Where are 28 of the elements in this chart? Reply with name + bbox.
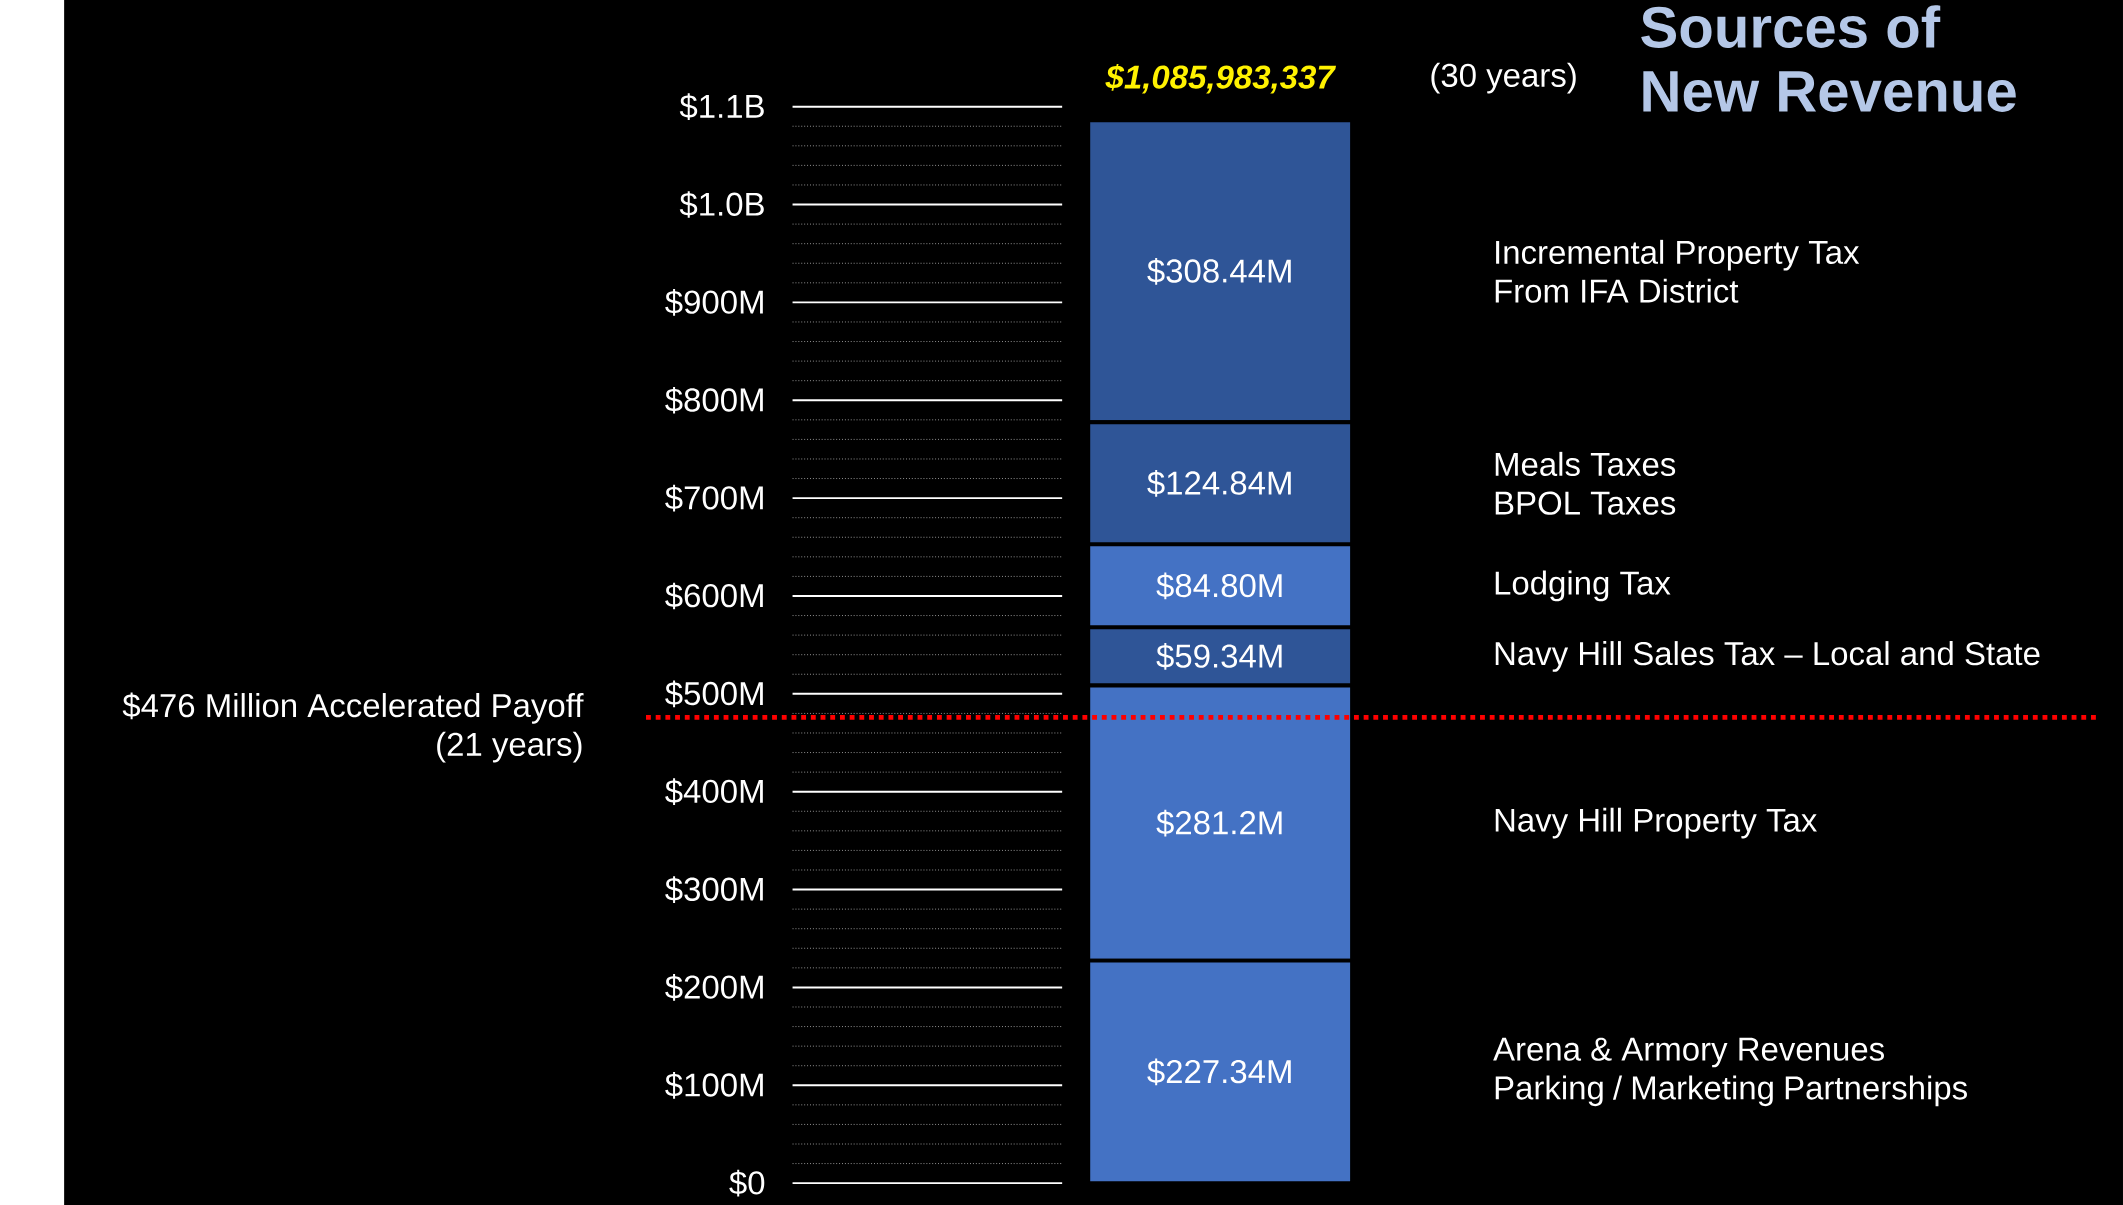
text: Meals Taxes BPOL Taxes — [1495, 451, 1676, 515]
text: Sources of New Revenue — [1641, 5, 2016, 112]
y-tick-label: $0 — [729, 1169, 765, 1197]
data-label: $124.84M — [1147, 469, 1291, 497]
y-tick-label: $1.1B — [679, 93, 764, 120]
y-tick-label: $900M — [665, 288, 763, 316]
y-tick-label: $800M — [665, 386, 763, 414]
text: (30 years) — [1431, 62, 1576, 94]
data-label: $308.44M — [1147, 257, 1291, 285]
text: Incremental Property Tax From IFA District — [1495, 239, 1860, 303]
text: Lodging Tax — [1495, 570, 1671, 602]
data-label: $59.34M — [1156, 642, 1282, 670]
data-label: $281.2M — [1156, 809, 1282, 837]
data-label: $84.80M — [1156, 572, 1282, 600]
text: Arena & Armory Revenues Parking / Marketing Partnerships — [1493, 1037, 1967, 1106]
y-tick-label: $700M — [665, 484, 763, 512]
y-tick-label: $1.0B — [679, 190, 764, 218]
text: Navy Hill Property Tax — [1495, 807, 1817, 839]
y-tick-label: $500M — [665, 680, 763, 707]
text: $1,085,983,337 — [1105, 63, 1337, 94]
y-tick-label: $300M — [665, 876, 763, 903]
y-tick-label: $200M — [665, 973, 763, 1001]
text: Navy Hill Sales Tax – Local and State — [1495, 640, 2040, 672]
y-tick-label: $100M — [665, 1071, 763, 1099]
ref-line-label: $476 Million Accelerated Payoff (21 years) — [122, 692, 584, 763]
y-tick-label: $600M — [665, 582, 763, 610]
data-label: $227.34M — [1147, 1058, 1291, 1086]
y-tick-label: $400M — [665, 778, 763, 805]
